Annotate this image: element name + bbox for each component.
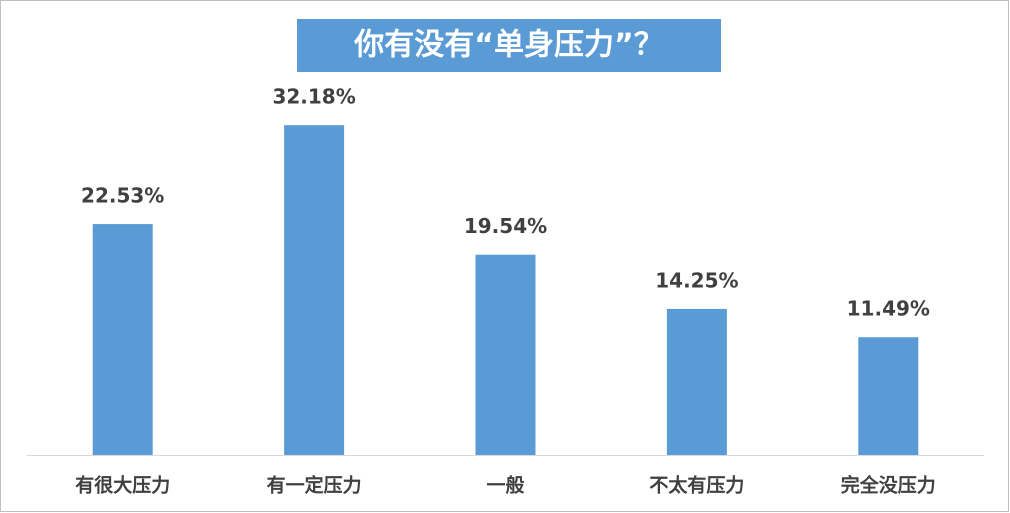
bar: [858, 337, 919, 455]
data-label: 19.54%: [464, 214, 547, 238]
bar: [284, 125, 345, 455]
x-tick-label: 有很大压力: [75, 474, 170, 497]
x-tick-label: 不太有压力: [649, 474, 744, 497]
chart-title: 你有没有“单身压力”？: [353, 28, 663, 63]
data-label: 14.25%: [655, 268, 738, 292]
bar: [475, 254, 536, 455]
bar: [92, 224, 153, 455]
data-label: 32.18%: [272, 85, 355, 109]
data-label: 11.49%: [847, 297, 930, 321]
data-label: 22.53%: [81, 184, 164, 208]
x-tick-label: 有一定压力: [267, 474, 362, 497]
x-tick-label: 完全没压力: [841, 474, 936, 497]
x-tick-label: 一般: [486, 474, 524, 497]
title-background: [297, 19, 721, 72]
bar: [666, 308, 727, 455]
